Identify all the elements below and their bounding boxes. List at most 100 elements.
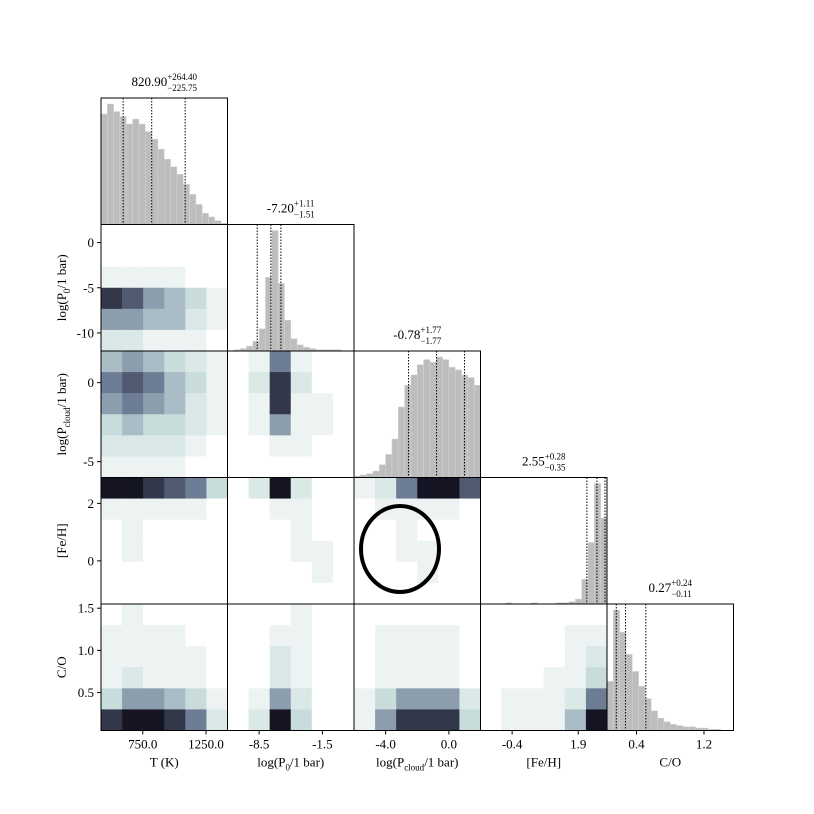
density-cell — [248, 604, 270, 626]
density-cell — [185, 582, 207, 605]
axis-label: log(Pcloud/1 bar) — [376, 755, 458, 773]
density-cell — [248, 540, 270, 563]
histogram-bar — [208, 216, 216, 225]
density-cell — [101, 688, 123, 710]
histogram-bar — [638, 685, 646, 731]
density-cell — [206, 351, 228, 373]
density-cell — [101, 582, 123, 605]
density-cell — [227, 393, 249, 415]
density-cell — [585, 667, 608, 689]
histogram-bar — [587, 542, 595, 605]
axis-label: log(P0/1 bar) — [54, 254, 72, 321]
density-cell — [396, 625, 418, 647]
density-cell — [185, 667, 207, 689]
density-cell — [122, 287, 144, 310]
density-cell — [311, 519, 334, 542]
title-median: -0.78 — [393, 327, 420, 342]
density-cell — [354, 540, 376, 563]
density-cell — [248, 561, 270, 584]
histogram-bar — [657, 717, 665, 731]
y-tick-label: -10 — [77, 325, 94, 340]
density-cell — [522, 667, 545, 689]
density-cell — [101, 519, 123, 542]
density-cell — [354, 625, 376, 647]
density-cell — [164, 245, 186, 267]
y-tick-label: 2 — [88, 496, 95, 511]
density-cell — [101, 604, 123, 626]
density-cell — [164, 372, 186, 394]
density-cell — [290, 688, 313, 710]
x-tick-label: 1.2 — [696, 737, 712, 752]
density-cell — [122, 435, 144, 457]
density-cell — [185, 561, 207, 584]
density-cell — [248, 667, 270, 689]
density-cell — [396, 477, 418, 499]
density-cell — [227, 435, 249, 457]
density-cell — [164, 519, 186, 542]
density-cell — [354, 604, 376, 626]
density-cell — [332, 709, 355, 731]
x-tick-label: -4.0 — [375, 737, 396, 752]
density-cell — [311, 498, 334, 520]
x-tick-label: 0.0 — [441, 737, 457, 752]
density-cell — [311, 625, 334, 647]
title-median: 820.90 — [131, 74, 167, 89]
density-cell — [227, 582, 249, 605]
density-cell — [375, 604, 397, 626]
density-cell — [248, 351, 270, 373]
density-cell — [185, 688, 207, 710]
density-cell — [143, 393, 165, 415]
density-cell — [164, 498, 186, 520]
density-cell — [290, 351, 313, 373]
panel-frame — [606, 603, 734, 731]
density-cell — [164, 646, 186, 668]
density-cell — [185, 245, 207, 267]
density-cell — [438, 688, 460, 710]
density-cell — [522, 688, 545, 710]
density-cell — [311, 414, 334, 436]
density-cell — [311, 351, 334, 373]
density-cell — [543, 646, 566, 668]
density-cell — [354, 582, 376, 605]
histogram-bar — [575, 598, 582, 605]
histogram-bar — [676, 725, 684, 731]
density-cell — [101, 372, 123, 394]
y-tick-label: 0 — [88, 235, 95, 250]
density-cell — [185, 625, 207, 647]
axis-label-text: C/O — [659, 755, 681, 770]
density-cell — [122, 540, 144, 563]
y-tick-label: 0.5 — [78, 685, 94, 700]
density-cell — [522, 625, 545, 647]
histogram-bar — [271, 230, 279, 352]
density-cell — [311, 582, 334, 605]
density-cell — [227, 540, 249, 563]
density-cell — [227, 414, 249, 436]
density-cell — [206, 561, 228, 584]
axis-label-text: [Fe/H] — [54, 523, 69, 558]
axis-label-sub: cloud — [404, 763, 424, 773]
density-cell — [143, 372, 165, 394]
title-lower: −225.75 — [167, 83, 197, 93]
density-cell — [375, 709, 397, 731]
density-cell — [143, 266, 165, 289]
density-cell — [375, 561, 397, 584]
density-cell — [206, 709, 228, 731]
histogram-bar — [379, 464, 386, 478]
density-cell — [101, 435, 123, 457]
density-cell — [290, 667, 313, 689]
histogram-bar — [467, 377, 475, 478]
density-cell — [459, 561, 481, 584]
density-cell — [122, 498, 144, 520]
histogram-bar — [594, 483, 601, 605]
density-cell — [143, 477, 165, 499]
density-cell — [417, 625, 439, 647]
density-cell — [564, 709, 587, 731]
density-cell — [206, 266, 228, 289]
density-cell — [185, 224, 207, 246]
density-cell — [143, 709, 165, 731]
density-cell — [311, 435, 334, 457]
density-cell — [269, 688, 292, 710]
density-cell — [122, 688, 144, 710]
density-cell — [164, 582, 186, 605]
